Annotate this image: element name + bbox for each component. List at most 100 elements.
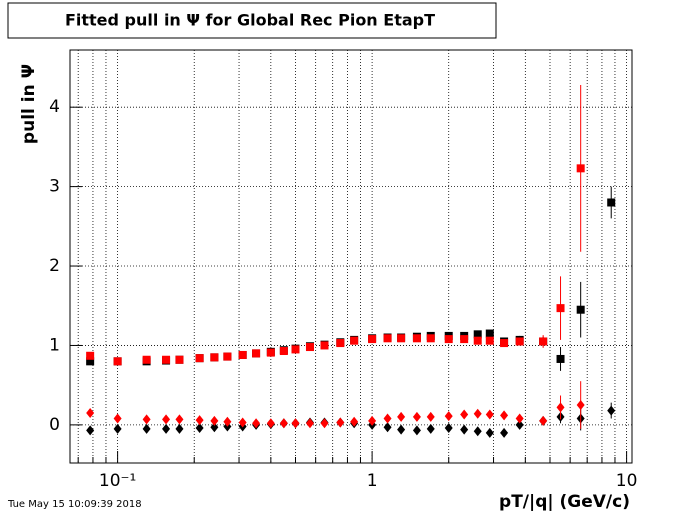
marker bbox=[576, 305, 585, 314]
marker bbox=[175, 423, 184, 434]
marker bbox=[397, 411, 406, 422]
marker bbox=[576, 400, 585, 411]
marker bbox=[266, 418, 275, 429]
marker bbox=[336, 339, 345, 348]
marker bbox=[426, 334, 435, 343]
plot-frame bbox=[69, 49, 633, 464]
marker bbox=[515, 413, 524, 424]
marker bbox=[336, 417, 345, 428]
marker bbox=[397, 424, 406, 435]
x-tick-label: 1 bbox=[367, 471, 378, 491]
marker bbox=[279, 418, 288, 429]
y-tick-label: 1 bbox=[49, 335, 60, 355]
marker bbox=[210, 353, 219, 362]
marker bbox=[368, 415, 377, 426]
marker bbox=[162, 423, 171, 434]
marker bbox=[291, 345, 300, 354]
marker bbox=[86, 425, 95, 436]
y-tick-label: 2 bbox=[49, 256, 60, 276]
chart-title: Fitted pull in Ψ for Global Rec Pion Eta… bbox=[65, 11, 435, 30]
marker bbox=[142, 414, 151, 425]
y-tick-label: 0 bbox=[49, 415, 60, 435]
marker bbox=[444, 335, 453, 344]
marker bbox=[539, 415, 548, 426]
marker bbox=[195, 423, 204, 434]
marker bbox=[500, 427, 509, 438]
x-tick-label: 10⁻¹ bbox=[99, 471, 136, 491]
timestamp: Tue May 15 10:09:39 2018 bbox=[7, 499, 142, 510]
marker bbox=[142, 423, 151, 434]
marker bbox=[113, 357, 122, 366]
marker bbox=[305, 418, 314, 429]
marker bbox=[485, 336, 494, 345]
marker bbox=[175, 414, 184, 425]
title-box bbox=[7, 2, 497, 39]
marker bbox=[266, 348, 275, 357]
marker bbox=[607, 198, 616, 207]
marker bbox=[426, 423, 435, 434]
marker bbox=[500, 339, 509, 348]
x-tick-label: 10 bbox=[616, 471, 638, 491]
marker bbox=[238, 417, 247, 428]
marker bbox=[412, 425, 421, 436]
marker bbox=[210, 415, 219, 426]
marker bbox=[383, 422, 392, 433]
marker bbox=[397, 334, 406, 343]
marker bbox=[320, 418, 329, 429]
marker bbox=[473, 408, 482, 419]
marker bbox=[238, 350, 247, 359]
marker bbox=[460, 409, 469, 420]
marker bbox=[473, 336, 482, 345]
marker bbox=[556, 402, 565, 413]
marker bbox=[195, 354, 204, 363]
marker bbox=[368, 335, 377, 344]
marker bbox=[485, 409, 494, 420]
marker bbox=[113, 413, 122, 424]
marker bbox=[195, 415, 204, 426]
marker bbox=[485, 329, 494, 338]
marker bbox=[539, 337, 548, 346]
marker bbox=[412, 334, 421, 343]
marker bbox=[223, 416, 232, 427]
marker bbox=[556, 304, 565, 313]
marker bbox=[444, 423, 453, 434]
marker bbox=[162, 414, 171, 425]
marker bbox=[142, 355, 151, 364]
y-tick-label: 4 bbox=[49, 97, 60, 117]
marker bbox=[279, 347, 288, 356]
marker bbox=[412, 411, 421, 422]
marker bbox=[500, 410, 509, 421]
marker bbox=[86, 351, 95, 360]
marker bbox=[383, 413, 392, 424]
marker bbox=[426, 411, 435, 422]
x-axis-label: pT/|q| (GeV/c) bbox=[499, 492, 630, 512]
marker bbox=[162, 355, 171, 364]
marker bbox=[444, 411, 453, 422]
marker bbox=[175, 355, 184, 364]
marker bbox=[460, 424, 469, 435]
marker bbox=[350, 416, 359, 427]
marker bbox=[515, 419, 524, 430]
marker bbox=[252, 349, 261, 358]
marker bbox=[210, 422, 219, 433]
marker bbox=[86, 357, 95, 366]
marker bbox=[305, 343, 314, 352]
y-axis-label: pull in Ψ bbox=[19, 64, 39, 144]
marker bbox=[607, 405, 616, 416]
marker bbox=[113, 423, 122, 434]
marker bbox=[223, 352, 232, 361]
marker bbox=[485, 427, 494, 438]
y-tick-label: 3 bbox=[49, 177, 60, 197]
marker bbox=[291, 418, 300, 429]
marker bbox=[556, 354, 565, 363]
marker bbox=[460, 335, 469, 344]
marker bbox=[515, 337, 524, 346]
marker bbox=[86, 407, 95, 418]
marker bbox=[473, 330, 482, 339]
marker bbox=[350, 336, 359, 345]
marker bbox=[383, 334, 392, 343]
marker bbox=[320, 341, 329, 350]
marker bbox=[576, 164, 585, 173]
marker bbox=[252, 418, 261, 429]
